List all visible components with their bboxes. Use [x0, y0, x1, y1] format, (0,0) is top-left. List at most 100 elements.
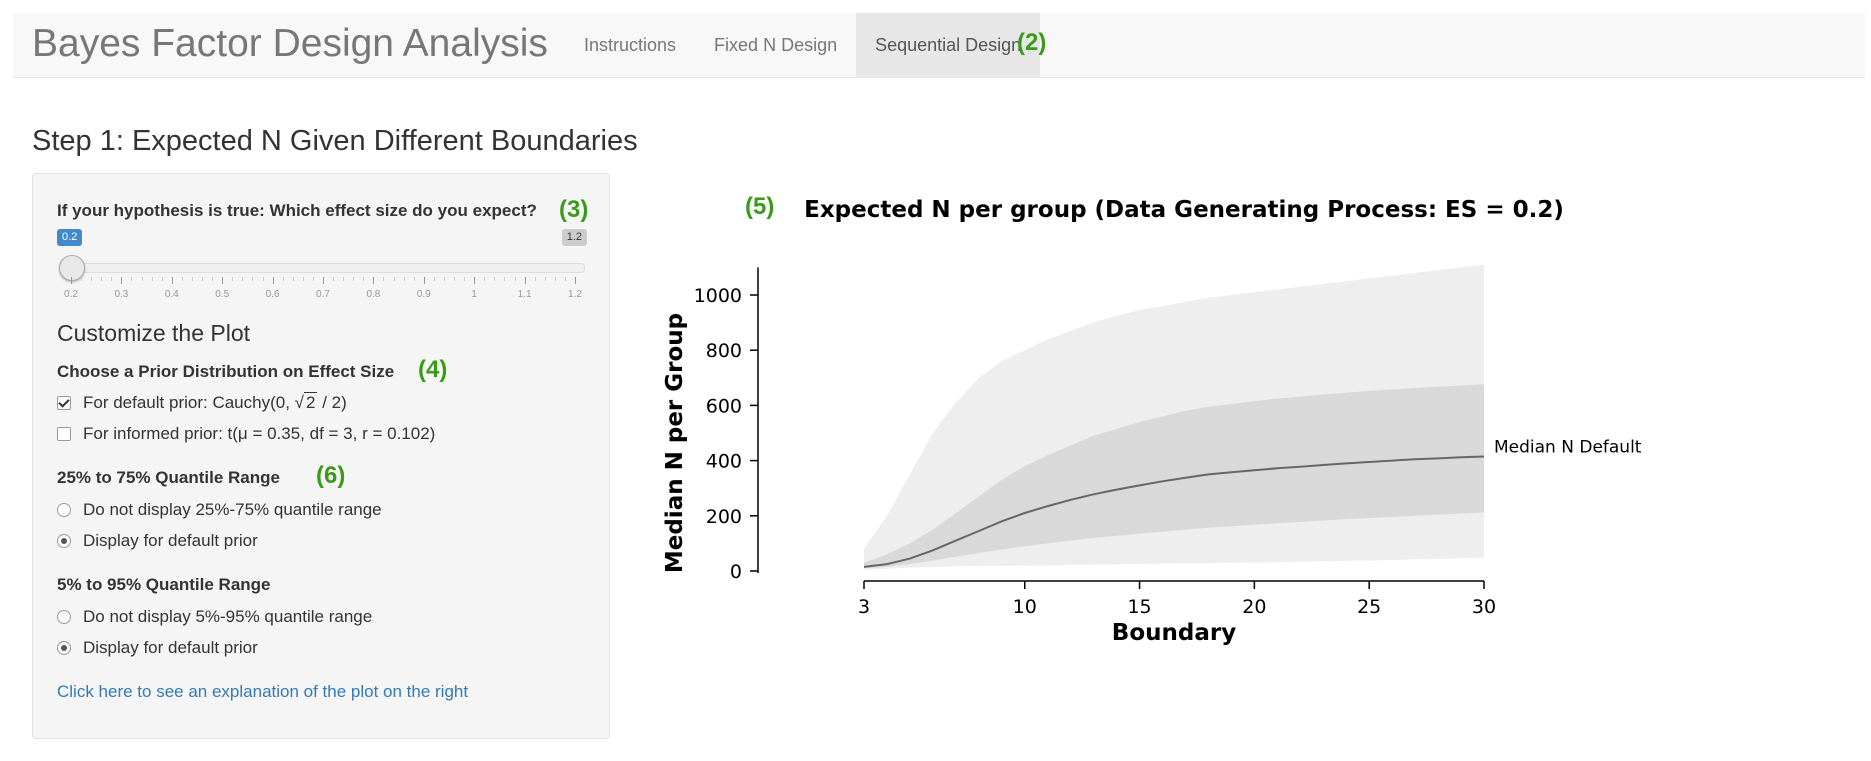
tab-sequential-design[interactable]: Sequential Design — [856, 13, 1041, 77]
annotation-3: (3) — [559, 196, 589, 223]
x-tick-label: 30 — [1472, 596, 1496, 618]
slider-minor-tick — [151, 277, 153, 281]
slider-tick-label: 0.8 — [366, 289, 381, 300]
slider-minor-tick — [191, 277, 193, 281]
slider-minor-tick — [141, 277, 143, 281]
y-tick-label: 800 — [706, 340, 742, 362]
slider-minor-tick — [504, 277, 506, 281]
slider-tick-label: 1.2 — [568, 289, 582, 300]
slider-track[interactable] — [65, 263, 585, 273]
x-tick-label: 10 — [1013, 596, 1037, 618]
slider-minor-tick — [262, 277, 264, 281]
slider-tick-label: 1.1 — [517, 289, 532, 300]
median-series-label: Median N Default — [1494, 437, 1642, 457]
q5-default-radio[interactable] — [57, 641, 71, 655]
slider-minor-tick — [443, 277, 445, 281]
slider-minor-tick — [202, 277, 204, 281]
annotation-5: (5) — [745, 193, 775, 220]
q25-option-none[interactable]: Do not display 25%-75% quantile range — [57, 500, 382, 520]
informed-prior-checkbox[interactable] — [57, 427, 71, 441]
default-prior-checkbox[interactable] — [57, 396, 71, 410]
informed-prior-label: For informed prior: t(μ = 0.35, df = 3, … — [83, 424, 436, 443]
slider-minor-tick — [534, 277, 536, 281]
slider-minor-tick — [91, 277, 93, 281]
slider-tick-label: 0.5 — [215, 289, 230, 300]
y-tick-label: 0 — [730, 561, 742, 583]
slider-max-badge: 1.2 — [561, 229, 587, 246]
slider-minor-tick — [312, 277, 314, 281]
slider-tick — [373, 277, 375, 284]
median-line — [863, 455, 1485, 568]
slider-minor-tick — [252, 277, 254, 281]
slider-minor-tick — [494, 277, 496, 281]
effect-size-label: If your hypothesis is true: Which effect… — [57, 201, 537, 220]
slider-minor-tick — [413, 277, 415, 281]
q25-none-radio[interactable] — [57, 503, 71, 517]
q25-option-default[interactable]: Display for default prior — [57, 531, 258, 551]
slider-tick — [524, 277, 526, 284]
slider-handle[interactable] — [59, 255, 85, 281]
plot-explanation-link[interactable]: Click here to see an explanation of the … — [57, 682, 469, 701]
slider-tick — [423, 277, 425, 284]
slider-minor-tick — [282, 277, 284, 281]
q5-default-label: Display for default prior — [83, 638, 258, 657]
q5-option-default[interactable]: Display for default prior — [57, 638, 258, 658]
annotation-4: (4) — [418, 356, 448, 383]
slider-minor-tick — [131, 277, 133, 281]
y-tick-label: 600 — [706, 395, 742, 417]
slider-tick — [575, 277, 576, 284]
slider-tick — [323, 277, 324, 284]
annotation-6: (6) — [316, 462, 346, 489]
tab-instructions[interactable]: Instructions — [584, 34, 677, 55]
x-tick-label: 15 — [1127, 596, 1151, 618]
slider-minor-tick — [403, 277, 405, 281]
prior-label: Choose a Prior Distribution on Effect Si… — [57, 362, 395, 381]
slider-minor-tick — [484, 277, 486, 281]
slider-minor-tick — [343, 277, 345, 281]
slider-minor-tick — [161, 277, 163, 281]
q25-default-radio[interactable] — [57, 534, 71, 548]
slider-tick-label: 1 — [471, 289, 477, 300]
app-title[interactable]: Bayes Factor Design Analysis — [32, 22, 548, 65]
slider-minor-tick — [101, 277, 103, 281]
slider-minor-tick — [353, 277, 355, 281]
slider-minor-tick — [564, 277, 566, 281]
slider-minor-tick — [464, 277, 466, 281]
nav-tabs: Instructions Fixed N Design Sequential D… — [565, 13, 1041, 77]
chart-svg: Median N Default 0 200 400 600 800 1000 3 10 15 20… — [662, 197, 1642, 646]
slider-value-badge: 0.2 — [57, 229, 83, 246]
slider-tick-label: 0.9 — [416, 289, 431, 300]
slider-minor-tick — [393, 277, 395, 281]
q5-option-none[interactable]: Do not display 5%-95% quantile range — [57, 607, 372, 627]
slider-tick-label: 0.3 — [114, 289, 129, 300]
navbar: Bayes Factor Design Analysis Instruction… — [13, 13, 1865, 78]
slider-minor-tick — [383, 277, 385, 281]
default-prior-option[interactable]: For default prior: Cauchy(0, √ 2 / 2) — [57, 392, 347, 413]
q25-label: 25% to 75% Quantile Range — [57, 468, 280, 487]
y-tick-label: 1000 — [694, 285, 742, 307]
slider-tick — [121, 277, 123, 284]
q25-none-label: Do not display 25%-75% quantile range — [83, 500, 382, 519]
slider-tick — [474, 277, 476, 284]
chart-title: Expected N per group (Data Generating Pr… — [804, 197, 1564, 223]
y-tick-label: 400 — [706, 451, 742, 473]
slider-minor-tick — [81, 277, 83, 281]
slider-tick — [71, 277, 72, 284]
q25-default-label: Display for default prior — [83, 531, 258, 550]
slider-minor-tick — [111, 277, 113, 281]
slider-minor-tick — [554, 277, 556, 281]
slider-minor-tick — [232, 277, 234, 281]
informed-prior-option[interactable]: For informed prior: t(μ = 0.35, df = 3, … — [57, 424, 435, 444]
slider-minor-tick — [333, 277, 335, 281]
default-prior-label: For default prior: Cauchy(0, √ 2 / 2) — [83, 392, 347, 412]
slider-tick-label: 0.6 — [265, 289, 280, 300]
effect-size-slider[interactable]: 0.2 1.2 0.2 0.3 0.4 0.5 0.6 0.7 0.8 0.9 1 1.1 1.2 — [57, 229, 587, 309]
tab-fixed-n-design[interactable]: Fixed N Design — [714, 34, 838, 55]
q5-none-radio[interactable] — [57, 610, 71, 624]
quantile-25-75-band — [864, 384, 1484, 569]
q5-none-label: Do not display 5%-95% quantile range — [83, 607, 373, 626]
x-tick-label: 25 — [1357, 596, 1381, 618]
y-axis-label: Median N per Group — [662, 313, 688, 573]
slider-tick-label: 0.4 — [164, 289, 179, 300]
y-tick-label: 200 — [706, 506, 742, 528]
